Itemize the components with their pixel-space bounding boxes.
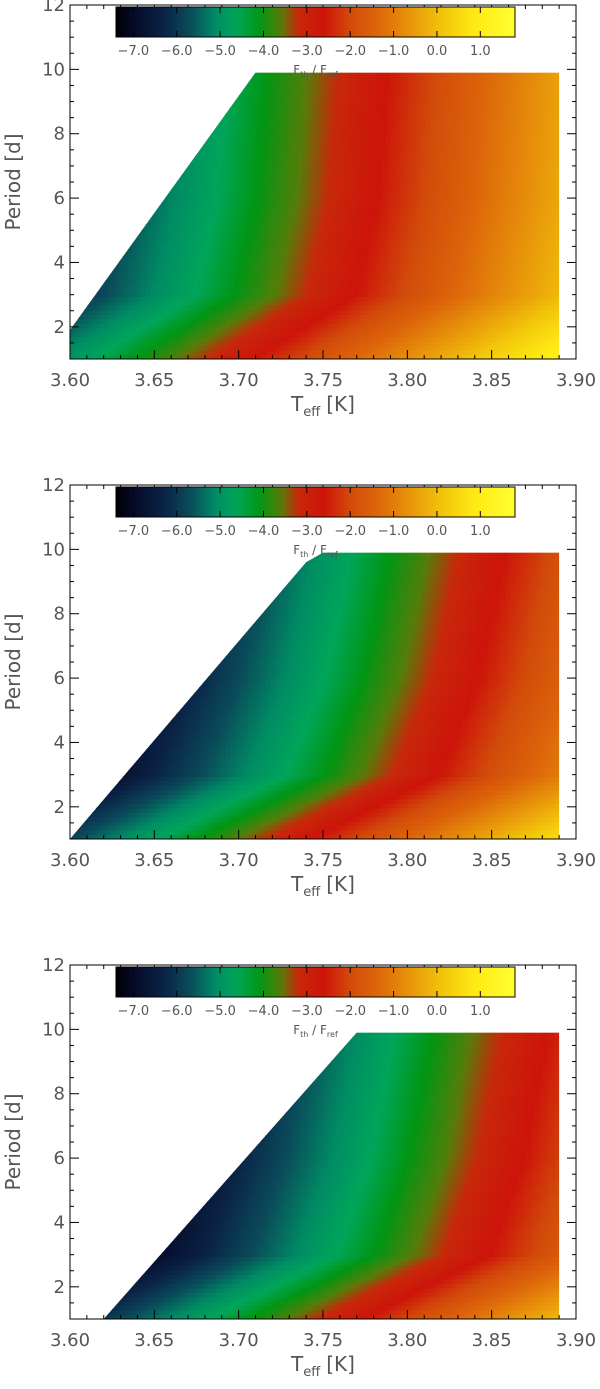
colorbar-tick-label: 0.0: [427, 44, 448, 59]
heatmap-field: [70, 552, 560, 839]
y-tick-label: 4: [54, 1212, 65, 1233]
colorbar: −7.0 −6.0 −5.0 −4.0 −3.0 −2.0 −1.0 0.0 1.0 Fth / …: [115, 6, 516, 79]
colorbar-tick-label: −5.0: [204, 44, 236, 59]
colorbar-label: Fth / Fref: [293, 63, 338, 79]
colorbar-gradient: [115, 966, 516, 998]
y-tick-label: 2: [54, 317, 65, 338]
colorbar-tick-label: 0.0: [427, 524, 448, 539]
x-tick-label: 3.70: [219, 1330, 259, 1351]
colorbar-tick-label: −5.0: [204, 524, 236, 539]
colorbar-tick-label: −2.0: [334, 44, 366, 59]
colorbar-tick-label: −1.0: [378, 44, 410, 59]
x-tick-label: 3.90: [556, 850, 596, 871]
y-axis-title: Period [d]: [1, 133, 25, 230]
x-tick-label: 3.85: [472, 1330, 512, 1351]
colorbar-tick-label: −4.0: [248, 44, 280, 59]
colorbar-gradient: [115, 486, 516, 518]
colorbar-tick-label: 1.0: [470, 1004, 491, 1019]
y-tick-label: 4: [54, 732, 65, 753]
y-tick-label: 8: [54, 124, 65, 145]
y-tick-label: 12: [42, 955, 65, 976]
y-tick-label: 8: [54, 1084, 65, 1105]
panel-2: 3.60 3.65 3.70 3.75 3.80 3.85 3.90 2 4 6 8 10 12 Teff…: [1, 475, 596, 900]
colorbar-tick-label: −4.0: [248, 1004, 280, 1019]
x-tick-label: 3.65: [134, 370, 174, 391]
colorbar-tick-label: −6.0: [161, 1004, 193, 1019]
y-tick-label: 12: [42, 475, 65, 496]
x-tick-label: 3.70: [219, 370, 259, 391]
x-tick-label: 3.75: [303, 1330, 343, 1351]
heatmap-field: [103, 1032, 560, 1319]
y-axis-title: Period [d]: [1, 613, 25, 710]
x-tick-label: 3.60: [50, 1330, 90, 1351]
colorbar-tick-label: −3.0: [291, 44, 323, 59]
colorbar-tick-label: −3.0: [291, 1004, 323, 1019]
y-tick-label: 10: [42, 1019, 65, 1040]
colorbar-tick-label: −2.0: [334, 1004, 366, 1019]
x-tick-label: 3.65: [134, 850, 174, 871]
y-tick-label: 2: [54, 1277, 65, 1298]
panel-1: 3.60 3.65 3.70 3.75 3.80 3.85 3.90 2 4 6 8 10 12 Teff…: [1, 0, 596, 420]
colorbar-tick-label: −7.0: [118, 1004, 150, 1019]
y-tick-label: 10: [42, 539, 65, 560]
y-axis-title: Period [d]: [1, 1093, 25, 1190]
colorbar: −7.0 −6.0 −5.0 −4.0 −3.0 −2.0 −1.0 0.0 1.0 Fth / …: [115, 966, 516, 1039]
y-tick-label: 10: [42, 59, 65, 80]
y-tick-label: 12: [42, 0, 65, 16]
x-tick-label: 3.80: [387, 850, 427, 871]
colorbar-tick-label: −6.0: [161, 44, 193, 59]
y-tick-label: 6: [54, 1148, 65, 1169]
colorbar: −7.0 −6.0 −5.0 −4.0 −3.0 −2.0 −1.0 0.0 1.0 Fth / …: [115, 486, 516, 559]
colorbar-tick-label: −2.0: [334, 524, 366, 539]
colorbar-tick-label: −6.0: [161, 524, 193, 539]
panel-3: 3.60 3.65 3.70 3.75 3.80 3.85 3.90 2 4 6 8 10 12 Teff…: [1, 955, 596, 1380]
y-tick-label: 2: [54, 797, 65, 818]
x-tick-label: 3.75: [303, 370, 343, 391]
colorbar-tick-label: −1.0: [378, 524, 410, 539]
colorbar-tick-label: −7.0: [118, 44, 150, 59]
x-tick-label: 3.90: [556, 1330, 596, 1351]
x-axis-title: Teff [K]: [290, 392, 355, 420]
x-tick-label: 3.70: [219, 850, 259, 871]
colorbar-tick-label: −4.0: [248, 524, 280, 539]
y-tick-label: 6: [54, 668, 65, 689]
colorbar-label: Fth / Fref: [293, 543, 338, 559]
x-axis-title: Teff [K]: [290, 1352, 355, 1380]
heatmap-field: [70, 72, 560, 359]
x-tick-label: 3.60: [50, 370, 90, 391]
colorbar-tick-label: 0.0: [427, 1004, 448, 1019]
y-tick-label: 4: [54, 252, 65, 273]
colorbar-tick-label: 1.0: [470, 44, 491, 59]
x-tick-label: 3.85: [472, 850, 512, 871]
colorbar-gradient: [115, 6, 516, 38]
x-tick-label: 3.80: [387, 1330, 427, 1351]
colorbar-tick-label: 1.0: [470, 524, 491, 539]
x-tick-label: 3.80: [387, 370, 427, 391]
colorbar-tick-label: −3.0: [291, 524, 323, 539]
x-tick-label: 3.75: [303, 850, 343, 871]
x-tick-label: 3.60: [50, 850, 90, 871]
y-tick-label: 6: [54, 188, 65, 209]
x-tick-label: 3.85: [472, 370, 512, 391]
colorbar-tick-label: −5.0: [204, 1004, 236, 1019]
x-tick-label: 3.90: [556, 370, 596, 391]
x-axis-title: Teff [K]: [290, 872, 355, 900]
colorbar-tick-label: −7.0: [118, 524, 150, 539]
x-tick-label: 3.65: [134, 1330, 174, 1351]
colorbar-tick-label: −1.0: [378, 1004, 410, 1019]
colorbar-label: Fth / Fref: [293, 1023, 338, 1039]
y-tick-label: 8: [54, 604, 65, 625]
